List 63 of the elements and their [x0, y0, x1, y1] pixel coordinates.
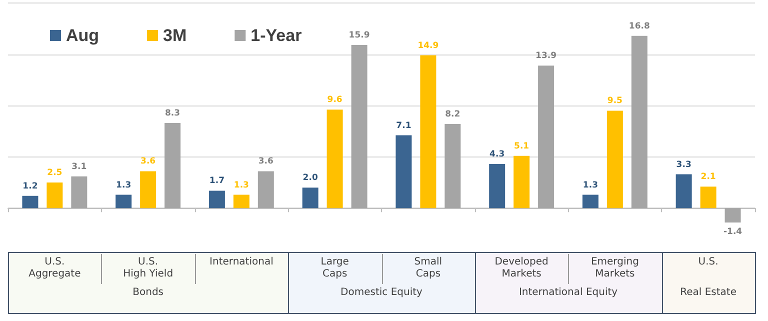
legend-label: Aug — [66, 26, 100, 45]
bar — [724, 208, 741, 222]
bar — [326, 110, 343, 208]
text: Domestic Equity — [340, 287, 424, 298]
data-label: 8.2 — [445, 110, 460, 120]
data-label: 1.3 — [234, 180, 250, 190]
data-label: 1.2 — [22, 181, 38, 192]
x-tick-label: International — [210, 256, 274, 268]
data-label: 3.3 — [676, 160, 692, 170]
data-label: 3.6 — [140, 156, 156, 167]
data-label: -1.4 — [723, 226, 742, 237]
bar — [71, 176, 88, 208]
data-label: 5.1 — [514, 141, 530, 152]
data-label: 2.0 — [302, 173, 318, 184]
bar — [22, 196, 38, 208]
bar — [46, 182, 63, 208]
x-tick-label: U.S. — [698, 256, 718, 268]
bar — [514, 156, 530, 208]
bar — [233, 194, 250, 208]
bar — [582, 194, 598, 208]
x-tick-label: Large Caps — [320, 256, 349, 280]
data-label: 1.3 — [116, 180, 132, 190]
data-label: 9.6 — [327, 95, 342, 106]
data-label: 15.9 — [348, 30, 370, 41]
data-label: 1.7 — [209, 176, 225, 186]
x-tick-label: U.S. High Yield — [123, 256, 174, 280]
bar — [396, 135, 412, 208]
x-tick-label: U.S. Aggregate — [28, 256, 81, 280]
data-label: 1.3 — [582, 180, 598, 190]
bar — [164, 123, 181, 208]
data-label: 3.6 — [258, 156, 274, 167]
data-label: 3.1 — [72, 162, 87, 172]
data-label: 4.3 — [490, 150, 505, 160]
bar — [208, 190, 225, 208]
text: International Equity — [518, 287, 619, 298]
data-label: 2.1 — [700, 172, 716, 182]
bar — [444, 124, 461, 208]
bar — [631, 36, 648, 208]
bar — [676, 174, 692, 208]
x-tick-label: Developed Markets — [494, 256, 548, 280]
data-label: 9.5 — [607, 96, 623, 106]
data-label: 7.1 — [396, 120, 412, 131]
text: Bonds — [132, 287, 164, 298]
text: Real Estate — [679, 287, 738, 298]
x-tick-label: Emerging Markets — [590, 256, 639, 280]
data-label: 16.8 — [628, 21, 650, 32]
legend-label: 3M — [163, 26, 187, 45]
bar — [420, 55, 436, 208]
data-label: 2.5 — [47, 168, 62, 178]
x-tick-label: Small Caps — [414, 256, 442, 280]
bar — [140, 171, 156, 208]
bar — [700, 186, 716, 208]
bar — [116, 194, 132, 208]
bar — [489, 164, 506, 208]
bar — [538, 66, 554, 208]
bar — [258, 171, 274, 208]
bar — [351, 45, 368, 208]
bar — [302, 188, 318, 208]
legend-label: 1-Year — [250, 26, 302, 45]
data-label: 8.3 — [165, 108, 180, 118]
data-label: 13.9 — [536, 51, 557, 62]
data-label: 14.9 — [418, 40, 439, 51]
bar — [606, 110, 623, 208]
